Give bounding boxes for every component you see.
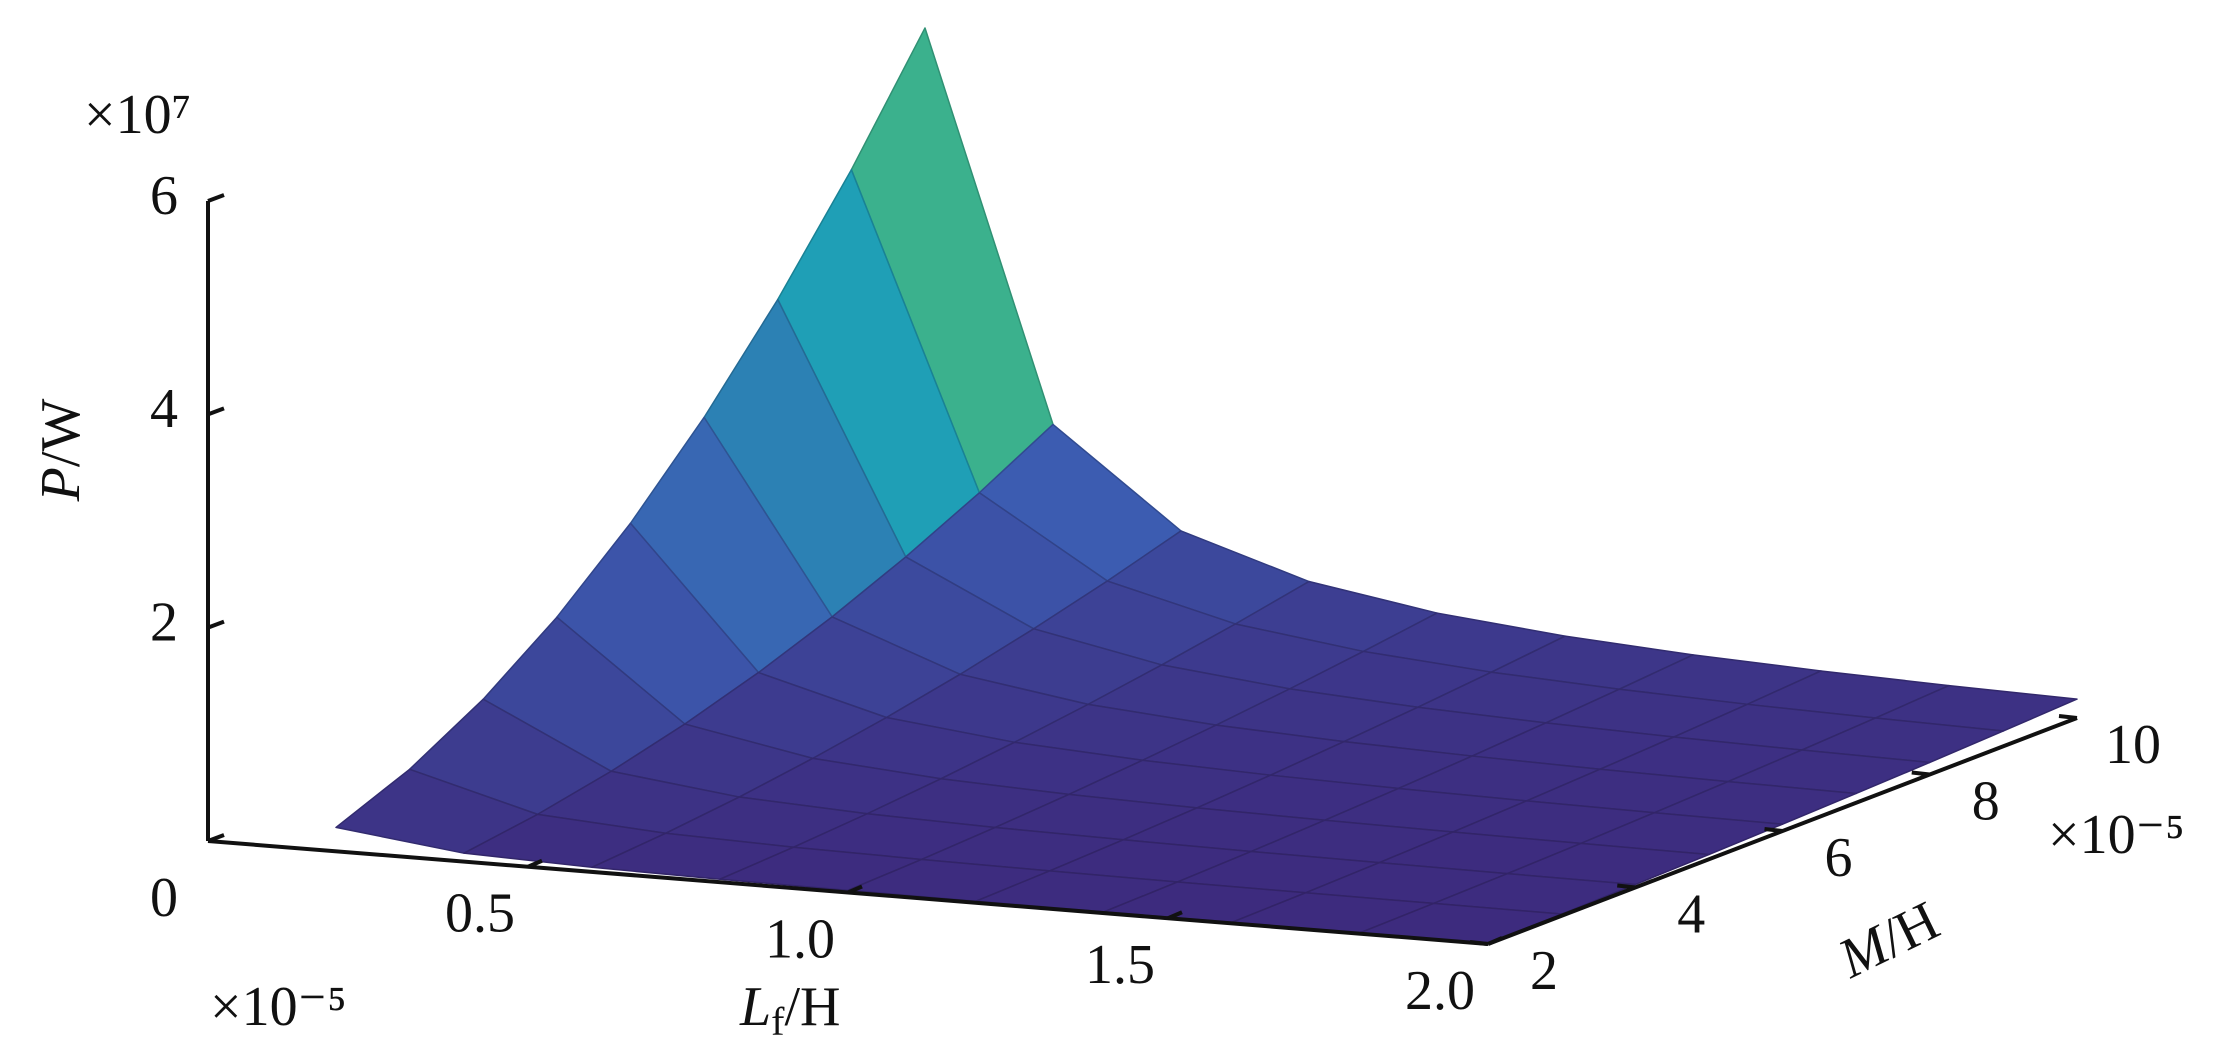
x-tick-label: 0.5 bbox=[445, 883, 515, 945]
x-label-subscript: f bbox=[771, 999, 785, 1044]
z-tick bbox=[207, 193, 225, 203]
z-tick bbox=[207, 406, 225, 417]
z-tick bbox=[207, 619, 225, 630]
x-tick-label: 1.5 bbox=[1085, 934, 1155, 996]
x-tick-label: 1.0 bbox=[765, 908, 835, 970]
z-tick-label: 0 bbox=[150, 867, 178, 929]
axes: 0 2 4 6 0.5 1.0 1.5 2.0 2 4 6 8 10 bbox=[150, 165, 2161, 1022]
z-label-symbol: P bbox=[30, 467, 92, 502]
x-tick bbox=[527, 858, 543, 869]
z-tick-label: 4 bbox=[150, 378, 178, 440]
y-tick-label: 2 bbox=[1530, 940, 1558, 1002]
x-tick bbox=[1167, 910, 1183, 921]
y-axis-label: M/H bbox=[1828, 889, 1948, 990]
z-tick-label: 2 bbox=[150, 592, 178, 654]
y-tick-label: 6 bbox=[1825, 827, 1853, 889]
z-axis-label: P/W bbox=[30, 399, 92, 503]
z-tick-label: 6 bbox=[150, 165, 178, 227]
y-tick-label: 8 bbox=[1972, 770, 2000, 832]
y-tick bbox=[1911, 770, 1930, 777]
x-axis-label: Lf/H bbox=[739, 976, 840, 1044]
x-tick-label: 2.0 bbox=[1405, 960, 1475, 1022]
y-tick-label: 4 bbox=[1677, 883, 1705, 945]
y-tick bbox=[1764, 827, 1783, 833]
x-label-unit: /H bbox=[784, 976, 840, 1038]
x-label-symbol: L bbox=[739, 976, 771, 1038]
surface bbox=[335, 27, 2078, 945]
z-tick bbox=[207, 833, 225, 843]
y-multiplier: ×10⁻⁵ bbox=[2048, 804, 2185, 866]
x-tick bbox=[1487, 936, 1503, 946]
y-tick bbox=[1617, 883, 1636, 890]
y-tick bbox=[1469, 940, 1489, 946]
x-tick bbox=[847, 884, 863, 895]
y-tick bbox=[2058, 714, 2078, 720]
y-tick-label: 10 bbox=[2105, 714, 2161, 776]
x-multiplier: ×10⁻⁵ bbox=[210, 976, 347, 1038]
z-label-unit: /W bbox=[30, 399, 92, 468]
z-multiplier: ×10⁷ bbox=[84, 84, 191, 146]
